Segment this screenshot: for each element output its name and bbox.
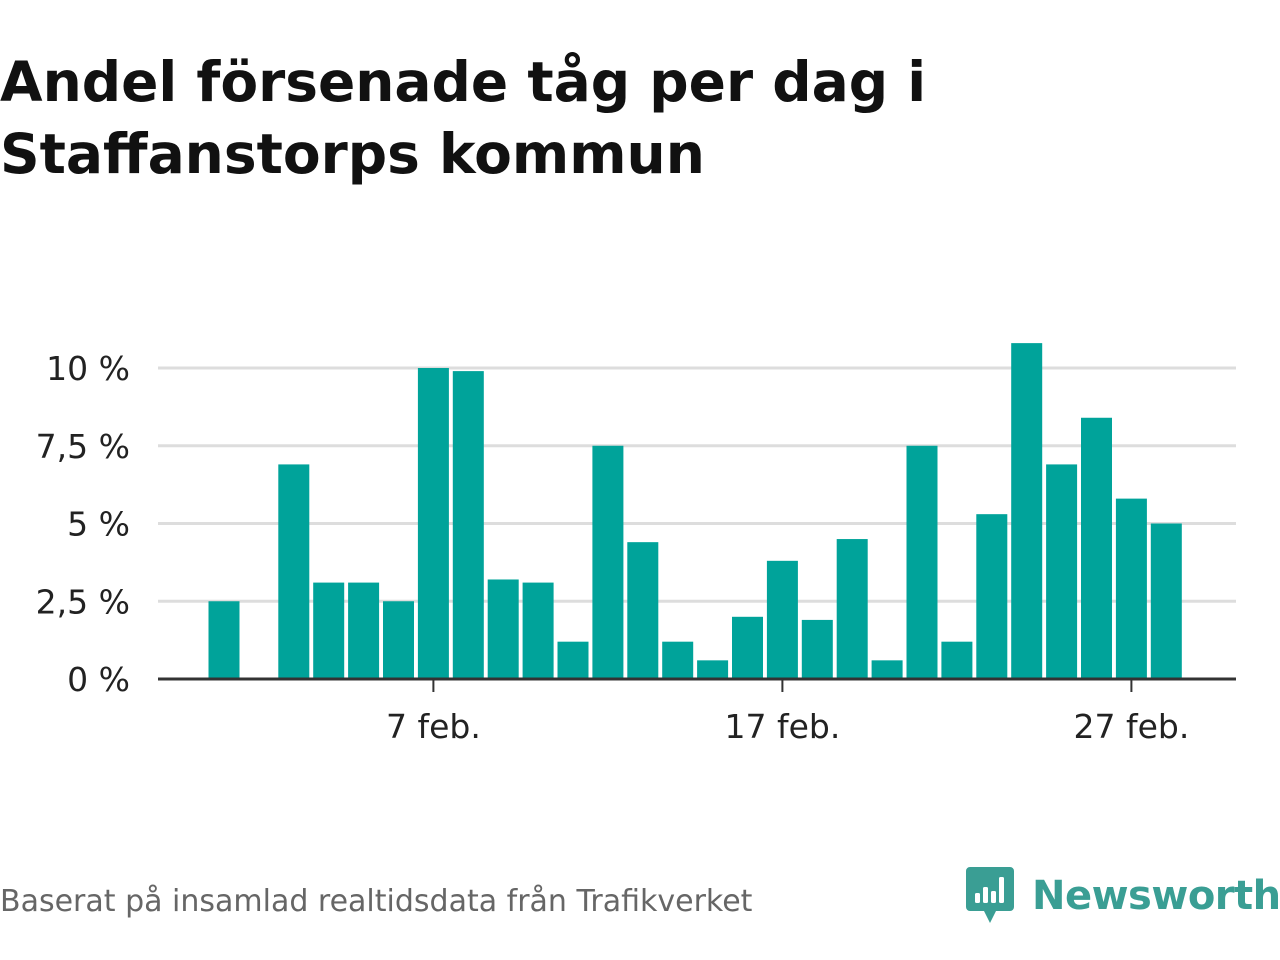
bar-1feb — [208, 601, 240, 679]
bar-23feb — [976, 514, 1008, 679]
y-tick-label: 10 % — [46, 349, 130, 388]
bar-15feb — [697, 660, 729, 679]
chart-title-line-2: Staffanstorps kommun — [0, 122, 705, 186]
chart-title: Andel försenade tåg per dag i Staffansto… — [0, 46, 1240, 190]
bar-17feb — [766, 560, 798, 679]
newsworthy-logo-icon — [966, 867, 1014, 923]
bar-12feb — [592, 445, 624, 679]
bar-13feb — [627, 542, 659, 679]
axes: 0 % 2,5 % 5 % 7,5 % 10 % 7 feb. 17 feb. 27 feb. — [36, 349, 1236, 746]
bar-10feb — [522, 582, 554, 679]
y-tick-label: 2,5 % — [36, 582, 130, 621]
bar-6feb — [383, 601, 414, 679]
y-tick-label: 7,5 % — [36, 427, 130, 466]
bar-18feb — [801, 619, 833, 679]
source-note: Baserat på insamlad realtidsdata från Tr… — [0, 884, 753, 919]
bar-11feb — [557, 641, 589, 679]
bar-3feb — [278, 464, 310, 679]
x-tick-label: 17 feb. — [724, 707, 840, 746]
bar-14feb — [662, 641, 694, 679]
y-tick-label: 0 % — [67, 660, 130, 699]
bar-22feb — [941, 641, 973, 679]
x-tick-label: 7 feb. — [386, 707, 481, 746]
y-tick-label: 5 % — [67, 505, 130, 544]
bar-9feb — [487, 579, 519, 679]
bar-21feb — [906, 445, 938, 679]
bar-25feb — [1046, 464, 1078, 679]
bar-16feb — [732, 616, 763, 679]
x-tick-label: 27 feb. — [1073, 707, 1189, 746]
bar-28feb — [1150, 523, 1182, 679]
bar-4feb — [313, 582, 345, 679]
brand-name: Newsworthy — [1032, 873, 1280, 919]
bar-27feb — [1115, 498, 1147, 679]
bar-5feb — [348, 582, 380, 679]
bar-24feb — [1011, 343, 1043, 679]
bar-20feb — [871, 660, 903, 679]
chart-title-line-1: Andel försenade tåg per dag i — [0, 50, 927, 114]
bar-7feb — [417, 368, 449, 679]
bars — [208, 343, 1182, 679]
bar-19feb — [836, 539, 868, 679]
brand-logo[interactable]: Newsworthy — [964, 864, 1280, 928]
bar-26feb — [1081, 417, 1112, 679]
bar-8feb — [452, 371, 484, 679]
